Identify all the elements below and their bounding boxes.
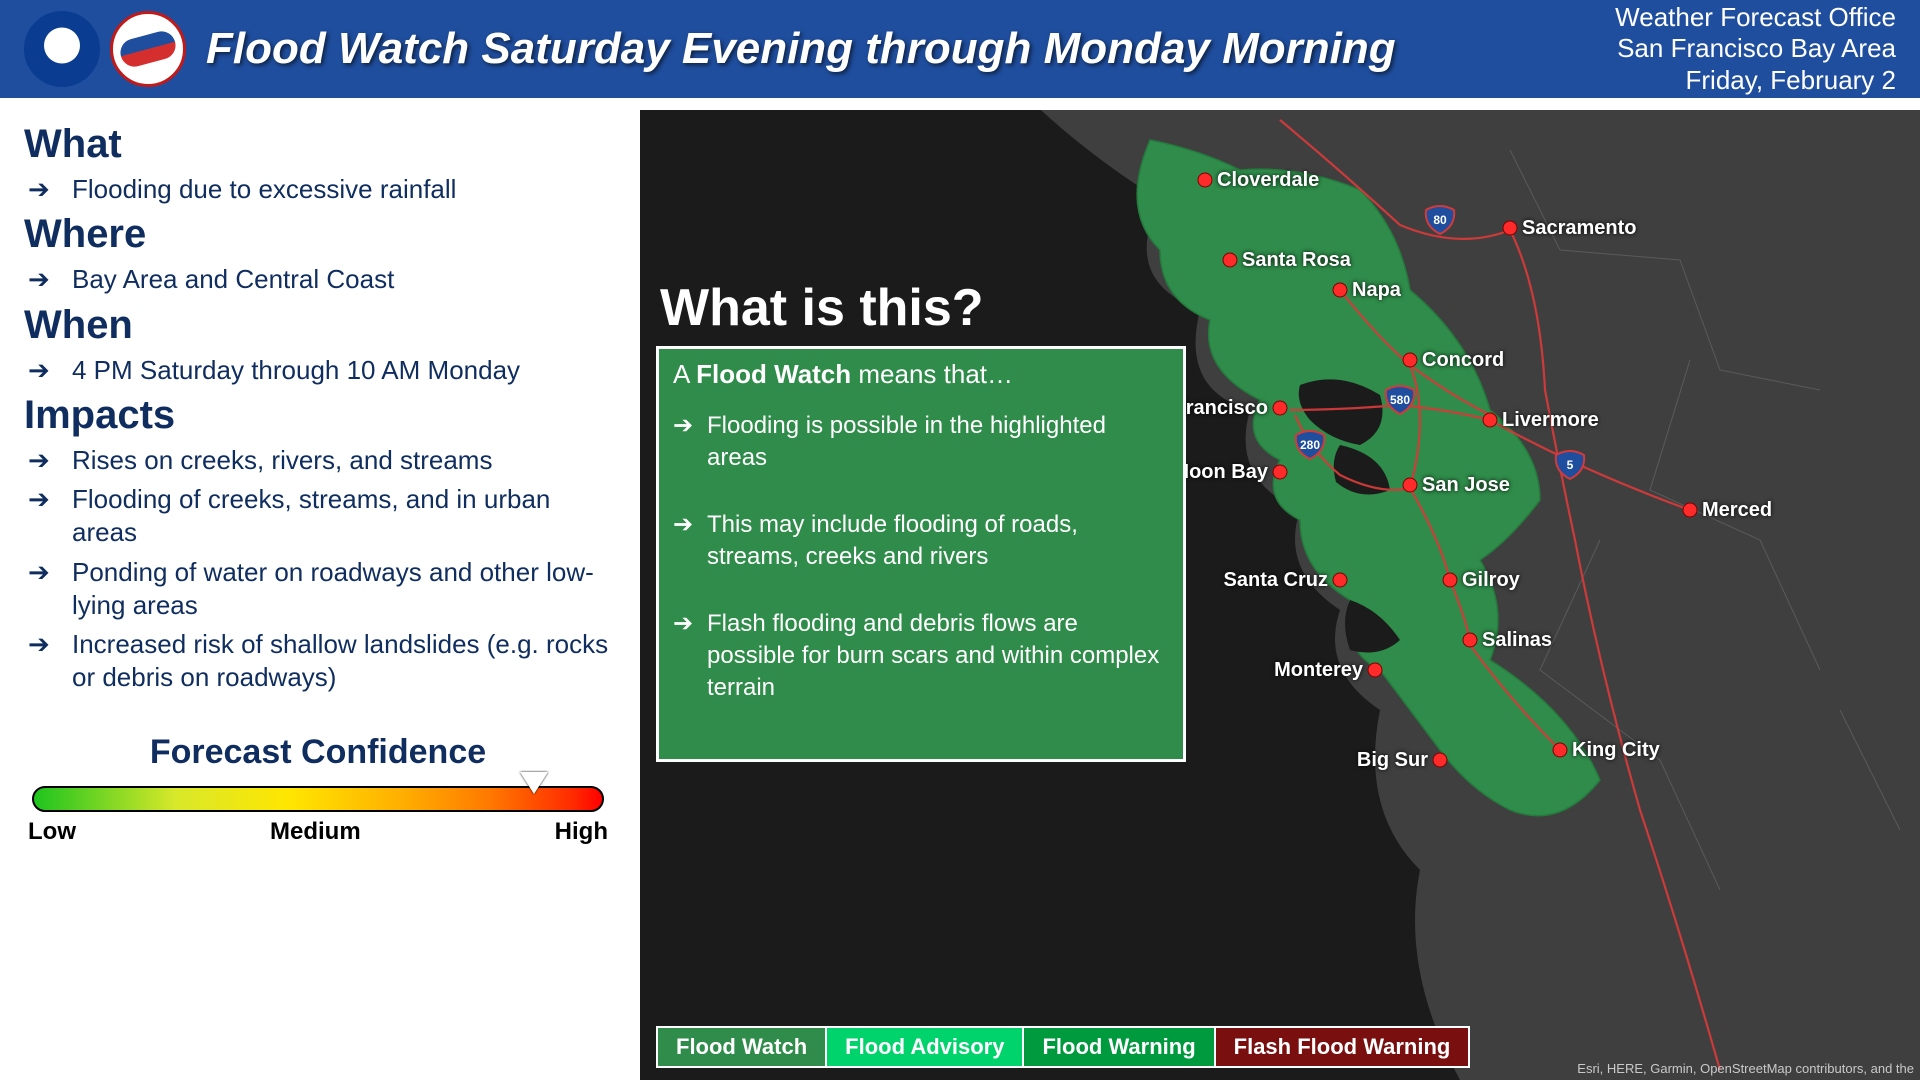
- map-overlay-title: What is this?: [660, 278, 984, 338]
- city-label: Gilroy: [1462, 569, 1521, 591]
- city-label: Big Sur: [1357, 749, 1428, 771]
- legend-item: Flood Advisory: [827, 1028, 1024, 1066]
- city-label: King City: [1572, 739, 1661, 761]
- city-label: San Jose: [1422, 474, 1510, 496]
- legend-item: Flood Warning: [1024, 1028, 1215, 1066]
- map-legend: Flood WatchFlood AdvisoryFlood WarningFl…: [656, 1026, 1470, 1068]
- city-label: Monterey: [1274, 659, 1364, 681]
- city-dot-icon: [1333, 573, 1347, 587]
- office-line: San Francisco Bay Area: [1615, 33, 1896, 64]
- section-bullets: Flooding due to excessive rainfall: [24, 173, 612, 206]
- city-dot-icon: [1403, 353, 1417, 367]
- info-box-lead: A Flood Watch means that…: [673, 359, 1169, 390]
- city-label: Merced: [1702, 499, 1772, 521]
- bullet-item: 4 PM Saturday through 10 AM Monday: [72, 354, 612, 387]
- city-dot-icon: [1273, 465, 1287, 479]
- info-item: This may include flooding of roads, stre…: [707, 509, 1169, 574]
- bullet-item: Increased risk of shallow landslides (e.…: [72, 628, 612, 695]
- section-heading: Where: [24, 212, 612, 257]
- city-dot-icon: [1368, 663, 1382, 677]
- city-dot-icon: [1463, 633, 1477, 647]
- section-bullets: Bay Area and Central Coast: [24, 263, 612, 296]
- confidence-labels: Low Medium High: [24, 818, 612, 846]
- forecast-confidence: Forecast Confidence Low Medium High: [24, 733, 612, 846]
- left-panel: What Flooding due to excessive rainfall Wh…: [0, 98, 640, 1080]
- city-label: Concord: [1422, 349, 1504, 371]
- city-dot-icon: [1443, 573, 1457, 587]
- section-bullets: Rises on creeks, rivers, and streams Floo…: [24, 444, 612, 695]
- noaa-logo-icon: [24, 11, 100, 87]
- info-item: Flash flooding and debris flows are poss…: [707, 608, 1169, 705]
- confidence-marker-icon: [520, 772, 548, 794]
- office-line: Friday, February 2: [1615, 65, 1896, 96]
- city-dot-icon: [1503, 221, 1517, 235]
- agency-logos: [24, 11, 186, 87]
- header-bar: Flood Watch Saturday Evening through Mon…: [0, 0, 1920, 98]
- svg-text:580: 580: [1390, 393, 1410, 407]
- confidence-low-label: Low: [28, 818, 76, 846]
- office-info: Weather Forecast Office San Francisco Ba…: [1615, 2, 1896, 96]
- section-bullets: 4 PM Saturday through 10 AM Monday: [24, 354, 612, 387]
- city-dot-icon: [1433, 753, 1447, 767]
- city-dot-icon: [1553, 743, 1567, 757]
- city-label: Livermore: [1502, 409, 1599, 431]
- bullet-item: Flooding of creeks, streams, and in urba…: [72, 483, 612, 550]
- city-dot-icon: [1273, 401, 1287, 415]
- city-label: Sacramento: [1522, 217, 1637, 239]
- city-label: Napa: [1352, 279, 1402, 301]
- legend-item: Flood Watch: [658, 1028, 827, 1066]
- bullet-item: Ponding of water on roadways and other l…: [72, 556, 612, 623]
- city-dot-icon: [1683, 503, 1697, 517]
- map-attribution: Esri, HERE, Garmin, OpenStreetMap contri…: [1577, 1061, 1914, 1076]
- section-heading: Impacts: [24, 393, 612, 438]
- confidence-high-label: High: [555, 818, 608, 846]
- confidence-title: Forecast Confidence: [24, 733, 612, 772]
- bullet-item: Flooding due to excessive rainfall: [72, 173, 612, 206]
- legend-item: Flash Flood Warning: [1216, 1028, 1469, 1066]
- section-heading: When: [24, 303, 612, 348]
- bullet-item: Bay Area and Central Coast: [72, 263, 612, 296]
- section-heading: What: [24, 122, 612, 167]
- city-label: Salinas: [1482, 629, 1552, 651]
- confidence-med-label: Medium: [270, 818, 361, 846]
- city-dot-icon: [1198, 173, 1212, 187]
- city-label: Santa Cruz: [1224, 569, 1328, 591]
- info-item: Flooding is possible in the highlighted …: [707, 410, 1169, 475]
- city-label: Santa Rosa: [1242, 249, 1352, 271]
- bullet-item: Rises on creeks, rivers, and streams: [72, 444, 612, 477]
- city-dot-icon: [1403, 478, 1417, 492]
- city-label: Cloverdale: [1217, 169, 1319, 191]
- confidence-bar: [32, 786, 604, 812]
- svg-text:280: 280: [1300, 438, 1320, 452]
- city-dot-icon: [1223, 253, 1237, 267]
- svg-text:80: 80: [1433, 213, 1447, 227]
- office-line: Weather Forecast Office: [1615, 2, 1896, 33]
- svg-text:5: 5: [1567, 458, 1574, 472]
- city-dot-icon: [1483, 413, 1497, 427]
- page-title: Flood Watch Saturday Evening through Mon…: [206, 24, 1615, 74]
- map-panel: 80 580 280 5 Cloverdale Santa RosaNapa Sacram…: [640, 110, 1920, 1080]
- flood-watch-info-box: A Flood Watch means that… Flooding is po…: [656, 346, 1186, 762]
- city-dot-icon: [1333, 283, 1347, 297]
- nws-logo-icon: [110, 11, 186, 87]
